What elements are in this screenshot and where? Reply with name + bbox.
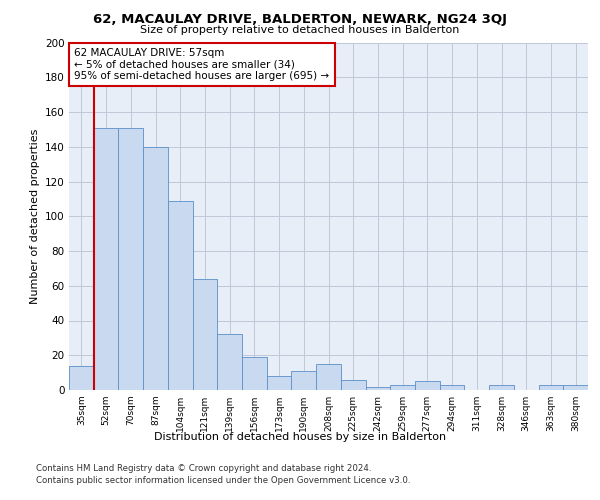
Bar	[563, 385, 588, 390]
Text: Distribution of detached houses by size in Balderton: Distribution of detached houses by size …	[154, 432, 446, 442]
Bar	[118, 128, 143, 390]
Y-axis label: Number of detached properties: Number of detached properties	[29, 128, 40, 304]
Text: Size of property relative to detached houses in Balderton: Size of property relative to detached ho…	[140, 25, 460, 35]
Bar	[365, 386, 390, 390]
Bar	[267, 376, 292, 390]
Bar	[440, 385, 464, 390]
Bar	[94, 128, 118, 390]
Bar	[316, 364, 341, 390]
Bar	[69, 366, 94, 390]
Bar	[539, 385, 563, 390]
Bar	[193, 279, 217, 390]
Bar	[217, 334, 242, 390]
Bar	[489, 385, 514, 390]
Bar	[168, 200, 193, 390]
Text: 62, MACAULAY DRIVE, BALDERTON, NEWARK, NG24 3QJ: 62, MACAULAY DRIVE, BALDERTON, NEWARK, N…	[93, 12, 507, 26]
Bar	[242, 357, 267, 390]
Text: Contains public sector information licensed under the Open Government Licence v3: Contains public sector information licen…	[36, 476, 410, 485]
Bar	[341, 380, 365, 390]
Bar	[390, 385, 415, 390]
Bar	[415, 382, 440, 390]
Bar	[292, 371, 316, 390]
Bar	[143, 147, 168, 390]
Text: Contains HM Land Registry data © Crown copyright and database right 2024.: Contains HM Land Registry data © Crown c…	[36, 464, 371, 473]
Text: 62 MACAULAY DRIVE: 57sqm
← 5% of detached houses are smaller (34)
95% of semi-de: 62 MACAULAY DRIVE: 57sqm ← 5% of detache…	[74, 48, 329, 81]
